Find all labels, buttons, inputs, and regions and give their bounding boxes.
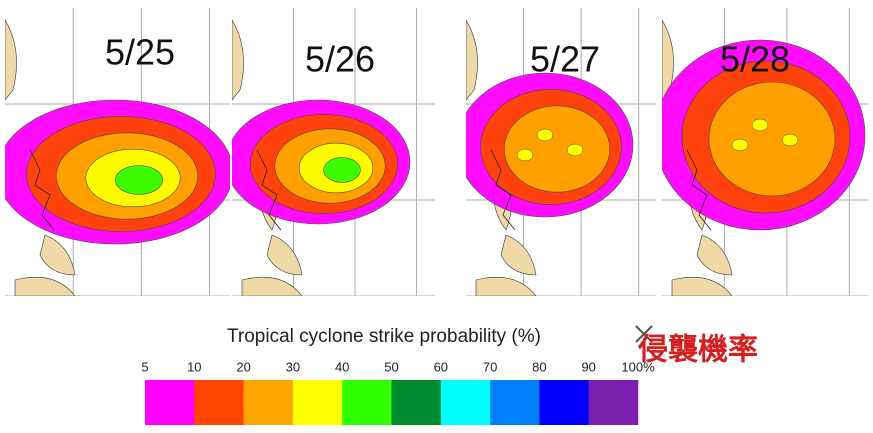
probability-contour [536,128,554,142]
land [466,19,478,101]
colorbar-cell [292,380,343,425]
probability-contour [323,157,361,183]
coastline [256,149,282,231]
date-label: 5/25 [105,32,175,73]
coastline [490,149,516,231]
probability-contour [781,133,799,147]
land [696,234,733,276]
colorbar-tick-label: 60 [434,359,448,374]
colorbar-cell [145,380,195,425]
colorbar-cell [440,380,491,425]
colorbar-cell [342,380,392,425]
colorbar-tick-label: 80 [532,359,546,374]
colorbar-cell [391,380,442,425]
colorbar-tick-label: 70 [483,359,497,374]
colorbar-tick-label: 20 [236,359,250,374]
colorbar-cell [194,380,244,425]
cross-icon [635,325,653,343]
coastline [686,149,712,231]
colorbar-tick-label: 5 [141,359,148,374]
colorbar-cell [588,380,639,425]
colorbar-tick-label: 100% [621,359,655,374]
legend-title: Tropical cyclone strike probability (%) [227,326,541,347]
colorbar-cell [539,380,589,425]
colorbar-tick-label: 10 [187,359,201,374]
coastline [29,149,55,231]
date-label: 5/26 [305,39,375,80]
land [39,234,76,276]
colorbar-tick-label: 40 [335,359,349,374]
probability-contour [566,143,584,157]
land [475,277,537,296]
probability-contour [115,165,163,195]
colorbar-cell [490,380,540,425]
maps [5,8,868,296]
colorbar-tick-label: 50 [384,359,398,374]
map-panel [5,8,230,296]
map-panel [466,8,656,296]
land [232,19,244,101]
probability-contour [708,81,836,197]
probability-contour [516,148,534,162]
map-panel [662,8,868,296]
probability-contour [731,138,749,152]
colorbar-tick-label: 90 [581,359,595,374]
colorbar-cell [243,380,294,425]
land [241,277,303,296]
map-panel [232,8,435,296]
probability-contour [751,118,769,132]
colorbar: 5 10 20 30 40 50 60 70 80 90 100% [141,359,655,425]
date-label: 5/28 [720,39,790,80]
date-label: 5/27 [530,39,600,80]
probability-contour [503,105,611,193]
land [14,277,76,296]
land [5,19,17,101]
colorbar-tick-label: 30 [286,359,300,374]
land [500,234,537,276]
land [266,234,303,276]
annotation: 侵襲機率 [637,333,758,368]
land [671,277,733,296]
